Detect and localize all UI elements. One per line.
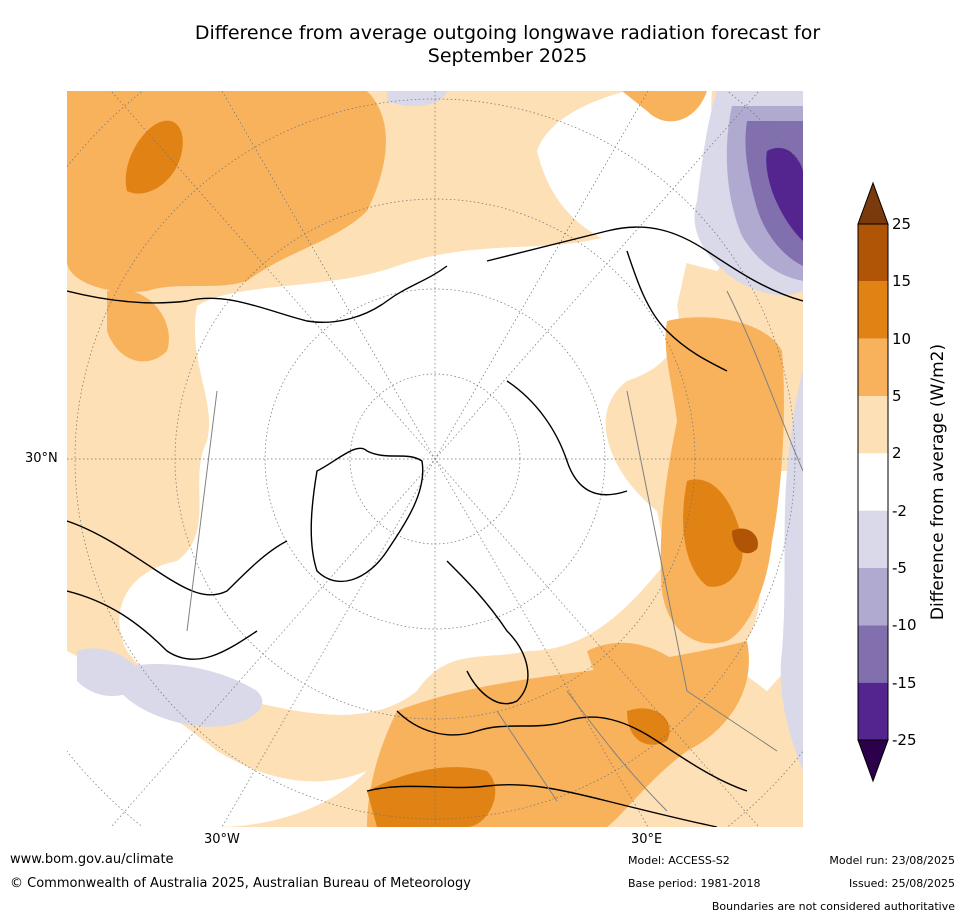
colorbar-segment [858,625,888,683]
longitude-label-30w: 30°W [204,832,240,847]
colorbar-tick: -2 [892,501,907,520]
arctic-russia-coast [506,380,628,496]
colorbar-segment [858,453,888,511]
anomaly-alaska-5-to-10 [107,289,169,362]
colorbar-tick: 2 [892,444,902,463]
scandinavia-coast [446,560,529,705]
neutral-region-arctic [119,237,687,715]
colorbar-tick: 15 [892,272,912,291]
colorbar-tick: 25 [892,215,912,233]
chart-title: Difference from average outgoing longwav… [100,22,915,68]
north-american-coast-top [67,265,448,323]
anomaly-northeast-minus15-to-minus25 [766,147,803,241]
coastlines [67,226,803,827]
colorbar-segment [858,281,888,339]
anomaly-siberia-10-to-15 [683,479,743,587]
issued-date: Issued: 25/08/2025 [848,877,955,890]
boundaries-disclaimer: Boundaries are not considered authoritat… [711,900,955,913]
europe-mediterranean-coast [396,710,748,792]
north-africa-coast [366,783,718,827]
polar-map [67,91,803,827]
country-boundaries [186,290,803,812]
colorbar-segment [858,338,888,396]
colorbar-label: Difference from average (W/m2) [928,343,948,621]
title-line-1: Difference from average outgoing longwav… [194,22,821,44]
anomaly-siberia-15-to-25 [732,528,758,554]
title-line-2: September 2025 [427,45,588,67]
siberian-coast [486,226,803,302]
colorbar-tick: -15 [892,673,917,692]
anomaly-east-edge-minus2-to-minus5 [780,371,803,771]
colorbar-extend-top [857,181,889,225]
neutral-region-canada [207,381,377,551]
colorbar-tick: -25 [892,731,917,749]
model-run-date: Model run: 23/08/2025 [829,854,955,867]
colorbar [857,181,889,783]
hudson-bay-coast [67,520,288,596]
anomaly-atlantic-minus2-to-minus5 [107,663,263,727]
longitude-label-30e: 30°E [631,832,663,847]
colorbar-extend-bottom [857,739,889,783]
colorbar-segments [858,224,888,740]
anomaly-ural-5-to-10 [587,642,687,692]
model-name: Model: ACCESS-S2 [628,854,730,867]
anomaly-caspian-10-to-15 [627,708,670,745]
base-period: Base period: 1981-2018 [628,877,761,890]
colorbar-segment [858,682,888,740]
copyright-notice: © Commonwealth of Australia 2025, Austra… [10,876,471,891]
graticule [67,91,803,827]
colorbar-segment [858,396,888,454]
colorbar-tick: -5 [892,559,907,577]
colorbar-segment [858,568,888,626]
colorbar-frame [857,223,889,741]
north-american-east-coast [67,590,258,660]
anomaly-map-svg [67,91,803,827]
colorbar-tick: -10 [892,616,917,635]
colorbar-segment [858,224,888,282]
greenland-coast [310,447,424,582]
anomaly-pacific-10-to-15 [125,120,183,194]
neutral-region-atlantic [67,651,367,827]
website-link[interactable]: www.bom.gov.au/climate [10,852,174,867]
colorbar-tick: 5 [892,387,902,405]
kamchatka-coast [626,250,728,372]
latitude-label-30n: 30°N [25,451,58,466]
anomaly-top-minus2-to-minus5 [387,91,447,107]
colorbar-segment [858,510,888,568]
anomaly-africa-10-to-15 [367,767,496,827]
colorbar-tick: 10 [892,329,912,348]
